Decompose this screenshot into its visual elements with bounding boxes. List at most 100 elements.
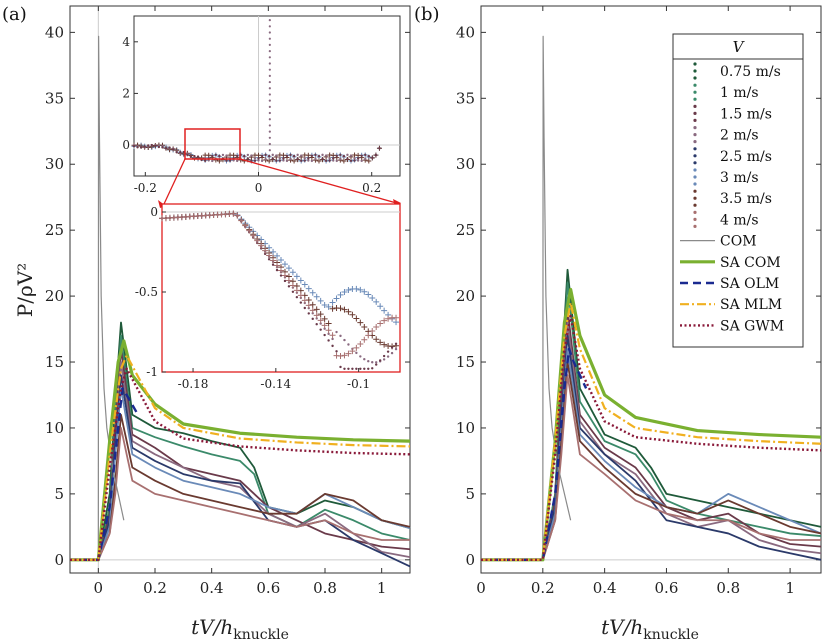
- inset-overview-marker: [366, 158, 372, 164]
- legend-label: 4 m/s: [720, 212, 759, 228]
- a-series-3-5-m-s: [70, 413, 411, 561]
- b-series-3-m-s: [481, 347, 822, 561]
- inset-zoom-marker: [345, 287, 352, 294]
- panel-b-label: (b): [414, 4, 440, 25]
- inset-zoom-marker: [339, 334, 342, 338]
- inset-zoom-marker: [238, 217, 245, 224]
- panel-b-x-axis-label: tV/hknuckle: [601, 615, 699, 640]
- b-y-tick-label: 5: [465, 485, 475, 503]
- a-x-tick-label: 0.2: [143, 579, 167, 597]
- inset-zoom-marker: [301, 297, 308, 304]
- inset-zoom: 0 -0.5 -1 -0.18 -0.14 -0.1: [135, 158, 401, 391]
- zoom-region-box: [184, 128, 241, 160]
- inset-overview-marker: [257, 157, 260, 160]
- inset-overview-x-tick-label: 0: [255, 181, 263, 195]
- b-series-2-5-m-s: [481, 334, 822, 561]
- inset-overview-marker: [231, 152, 237, 158]
- inset-overview-frame: [133, 15, 401, 177]
- inset-zoom-marker: [275, 268, 279, 272]
- inset-overview-marker: [296, 157, 299, 160]
- inset-overview-marker: [275, 159, 278, 162]
- legend-entries: 0.75 m/s 1 m/s 1.5 m/s 2 m/s 2.5 m/s 3 m/s 3.5…: [680, 62, 784, 334]
- inset-zoom-marker: [327, 332, 330, 336]
- inset-overview-marker: [246, 157, 250, 160]
- inset-overview-marker: [321, 157, 324, 161]
- inset-zoom-marker: [321, 322, 328, 329]
- inset-overview-marker: [310, 159, 314, 163]
- legend-marker: [693, 76, 697, 80]
- inset-overview-marker: [268, 56, 271, 59]
- legend-entry-com: COM: [680, 234, 757, 250]
- inset-overview-marker: [324, 154, 328, 157]
- legend-marker: [693, 83, 697, 87]
- inset-overview-marker: [314, 157, 317, 161]
- legend-label: 3.5 m/s: [720, 191, 772, 207]
- panel-b-frame: [480, 5, 822, 574]
- inset-zoom-marker: [313, 312, 320, 319]
- inset-overview-marker: [332, 159, 335, 162]
- inset-overview-marker: [253, 159, 257, 162]
- b-y-tick-label: 0: [465, 551, 475, 569]
- inset-zoom-marker: [371, 367, 374, 370]
- inset-zoom-marker: [325, 327, 332, 334]
- inset-zoom-marker: [262, 247, 269, 254]
- inset-overview-marker: [349, 159, 353, 163]
- inset-zoom-marker: [281, 272, 288, 279]
- inset-zoom-marker: [315, 317, 318, 320]
- inset-overview-marker: [225, 154, 228, 157]
- inset-overview-marker: [268, 19, 271, 22]
- inset-zoom-marker: [271, 263, 275, 266]
- legend-marker: [693, 182, 697, 186]
- a-x-tick-label: 0.6: [256, 579, 280, 597]
- b-y-tick-label: 25: [456, 221, 475, 239]
- inset-overview-marker: [157, 145, 161, 149]
- b-x-tick-label: 0.6: [655, 579, 679, 597]
- inset-zoom-x-tick-label: -0.14: [260, 377, 291, 391]
- inset-overview-marker: [303, 159, 306, 162]
- inset-zoom-marker: [321, 301, 328, 308]
- inset-overview-marker: [268, 111, 271, 115]
- inset-zoom-marker: [381, 317, 388, 324]
- inset-zoom-marker: [337, 352, 344, 359]
- inset-overview-marker: [378, 147, 381, 150]
- inset-overview-marker: [271, 157, 274, 160]
- inset-overview-marker: [211, 154, 214, 158]
- legend-entry-1-m-s: 1 m/s: [693, 83, 759, 101]
- inset-zoom-marker: [369, 328, 376, 335]
- inset-overview-marker: [221, 153, 225, 157]
- inset-zoom-marker: [307, 312, 310, 315]
- inset-overview-marker: [168, 146, 171, 149]
- inset-zoom-marker: [323, 333, 326, 337]
- a-y-tick-label: 35: [45, 89, 64, 107]
- inset-overview-marker: [266, 158, 272, 164]
- inset-zoom-marker: [341, 306, 348, 313]
- inset-zoom-marker: [357, 319, 364, 326]
- inset-overview-marker: [228, 159, 232, 162]
- inset-zoom-marker: [299, 301, 303, 304]
- b-series-sa-olm: [481, 347, 588, 562]
- inset-overview-marker: [341, 158, 347, 164]
- inset-zoom-marker: [317, 297, 324, 304]
- inset-zoom-marker: [313, 293, 320, 300]
- legend-marker: [693, 203, 697, 207]
- inset-zoom-marker: [329, 332, 336, 339]
- inset-overview-marker: [243, 154, 246, 158]
- inset-zoom-marker: [365, 332, 372, 339]
- legend-marker: [693, 147, 697, 151]
- inset-zoom-marker: [381, 307, 388, 314]
- legend-marker: [693, 217, 697, 221]
- inset-overview-marker: [335, 159, 338, 163]
- inset-overview-marker: [278, 156, 282, 160]
- inset-zoom-marker: [315, 323, 318, 326]
- legend-label: COM: [720, 234, 757, 250]
- legend-marker: [693, 175, 697, 179]
- inset-overview-marker: [335, 154, 338, 158]
- inset-overview-marker: [275, 154, 278, 157]
- inset-zoom-marker: [333, 295, 340, 302]
- legend-label: 0.75 m/s: [720, 64, 781, 80]
- inset-zoom-marker: [309, 289, 316, 296]
- inset-overview-marker: [268, 31, 271, 34]
- inset-overview-marker: [268, 99, 271, 102]
- inset-zoom-marker: [367, 360, 370, 363]
- inset-zoom-marker: [353, 285, 360, 292]
